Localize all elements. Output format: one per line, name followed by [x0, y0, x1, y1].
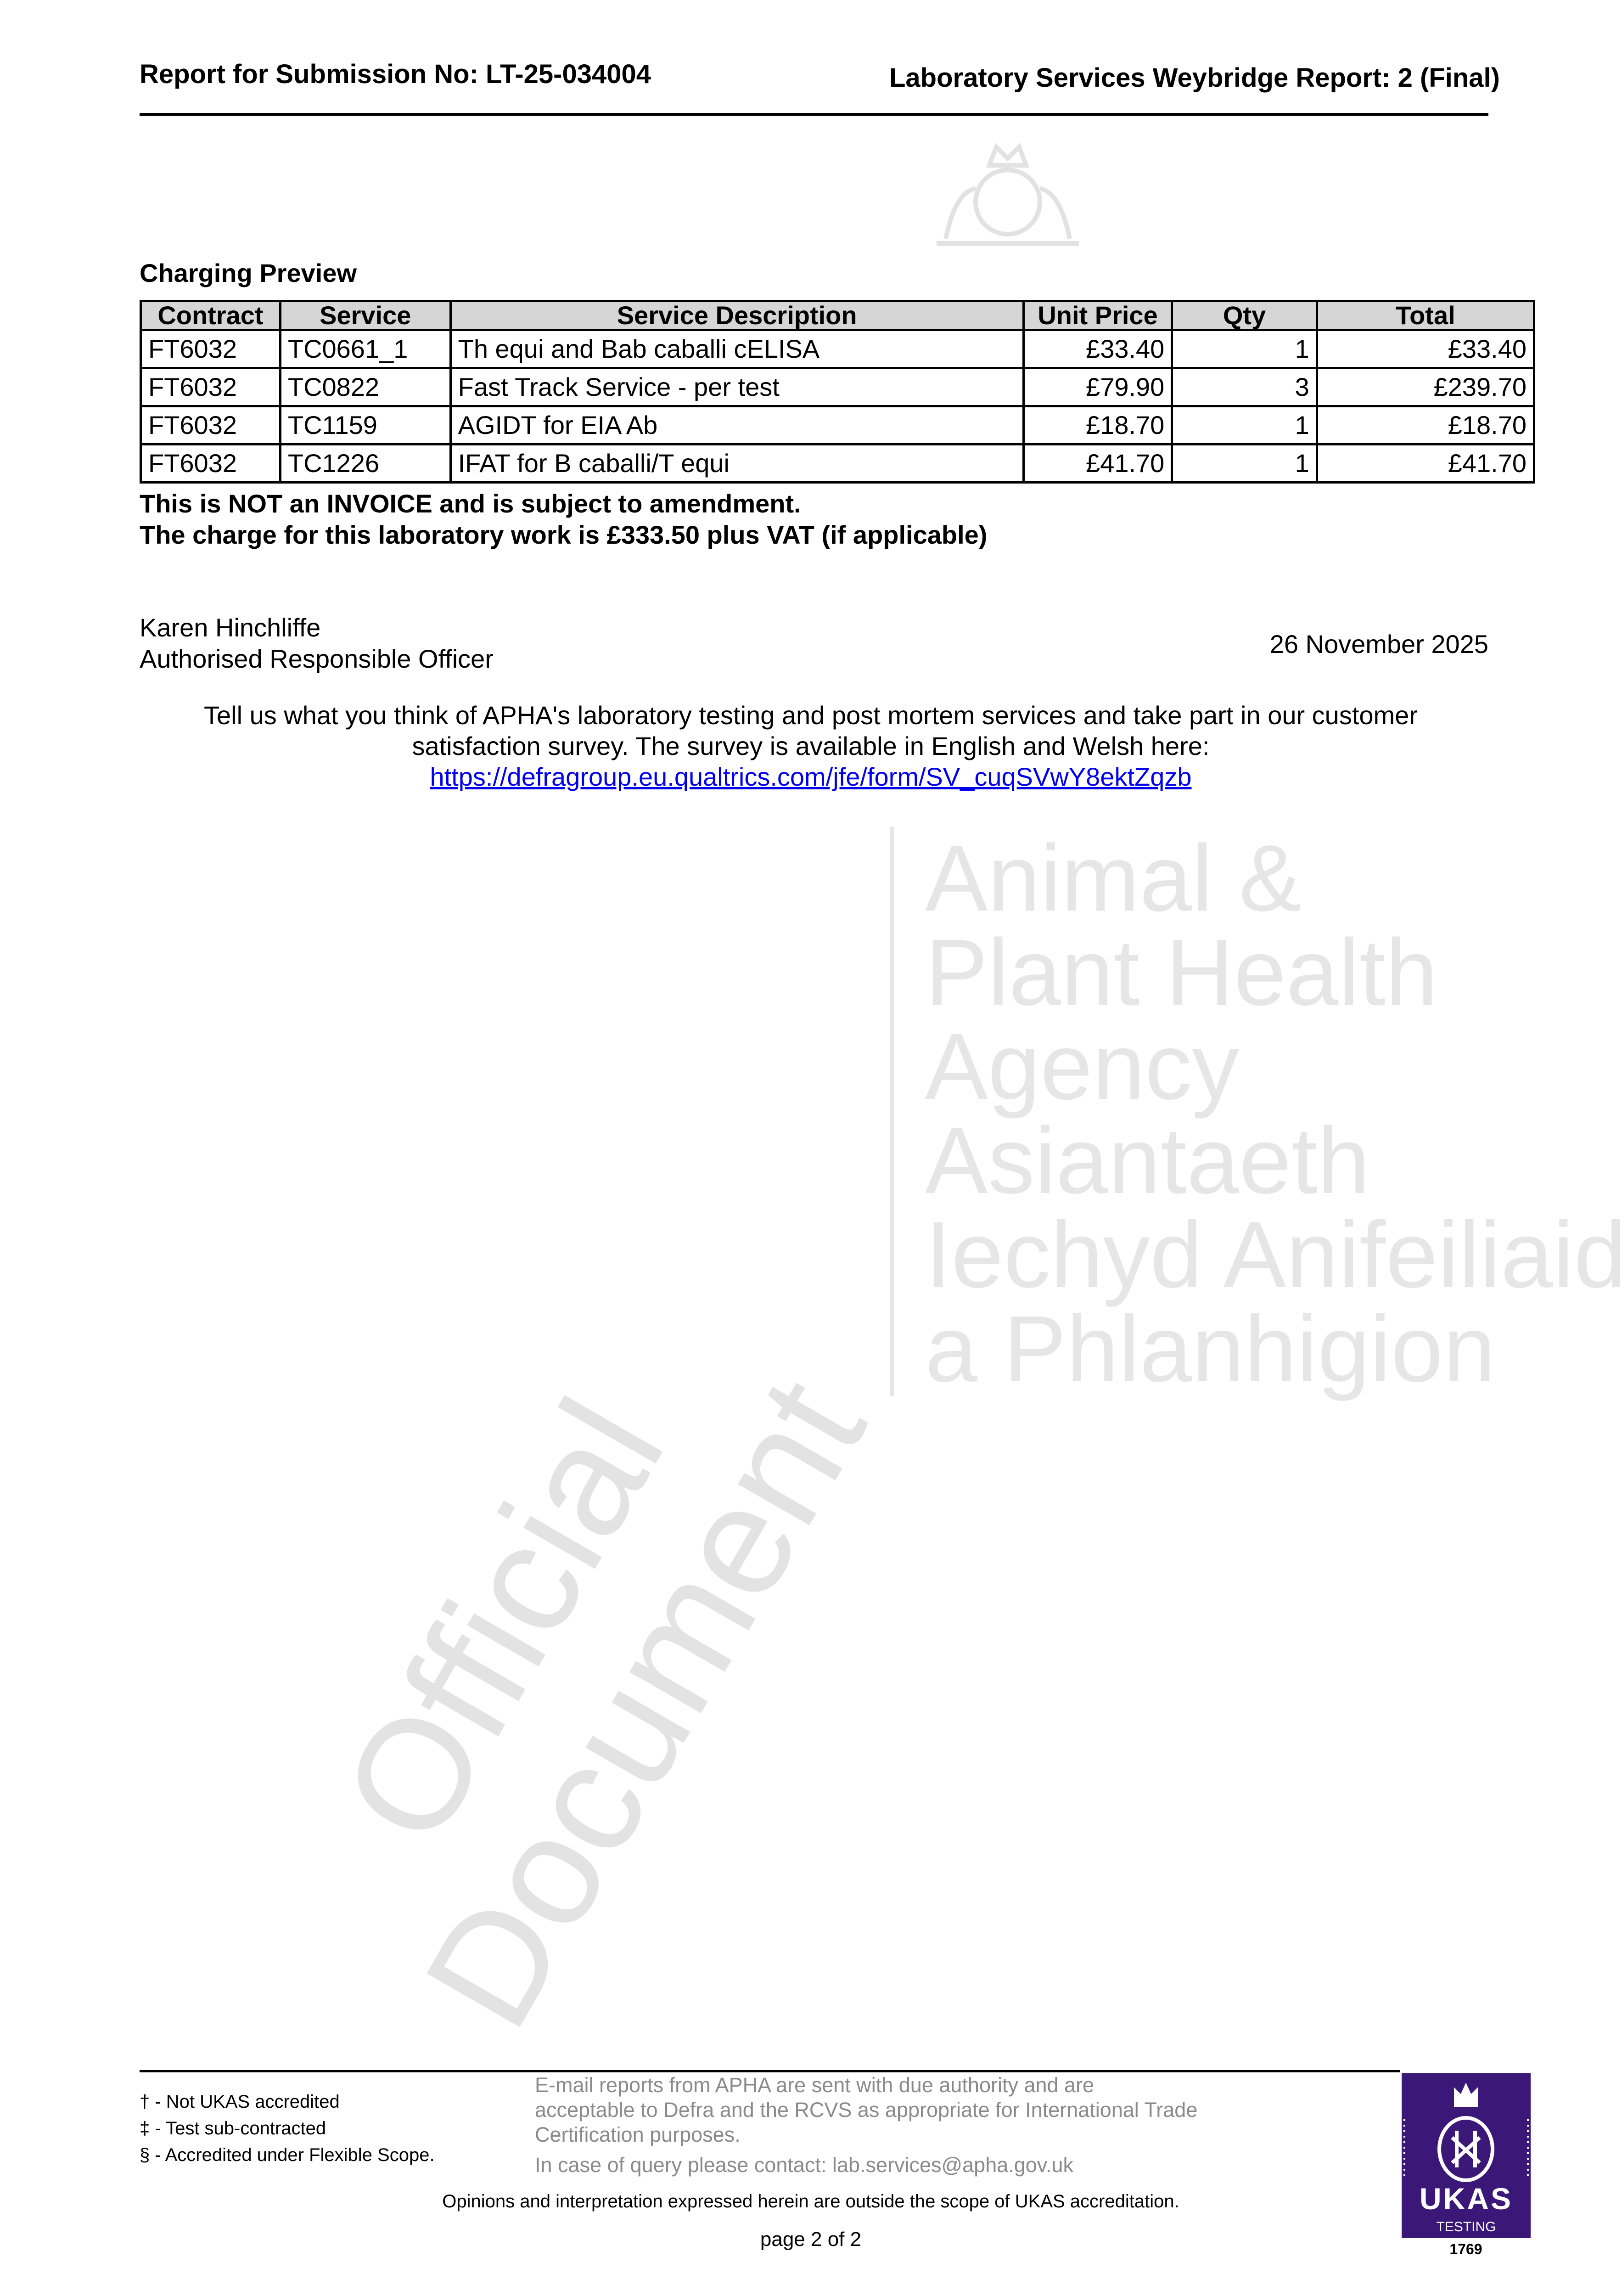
watermark-line: Asiantaeth	[925, 1108, 1370, 1213]
report-date: 26 November 2025	[1269, 630, 1488, 658]
email-note-line: acceptable to Defra and the RCVS as appr…	[535, 2098, 1198, 2122]
table-row: FT6032 TC0661_1 Th equi and Bab caballi …	[140, 329, 1536, 369]
footer-divider	[140, 2070, 1400, 2072]
qty-cell: 1	[1171, 443, 1318, 484]
col-unit-price: Unit Price	[1022, 300, 1173, 331]
official-document-watermark: Official Document	[254, 1272, 898, 2055]
total-cell: £33.40	[1315, 329, 1536, 369]
qty-cell: 3	[1171, 367, 1318, 407]
survey-line: satisfaction survey. The survey is avail…	[412, 732, 1210, 760]
email-note: E-mail reports from APHA are sent with d…	[535, 2073, 1197, 2178]
service-cell: TC1226	[279, 443, 452, 484]
officer-role: Authorised Responsible Officer	[140, 644, 494, 673]
footnote: ‡ - Test sub-contracted	[140, 2118, 326, 2138]
unit-price-cell: £79.90	[1022, 367, 1173, 407]
total-cell: £41.70	[1315, 443, 1536, 484]
charge-total-notice: The charge for this laboratory work is £…	[140, 520, 988, 549]
report-title: Laboratory Services Weybridge Report: 2 …	[889, 63, 1500, 93]
col-total: Total	[1315, 300, 1536, 331]
table-row: FT6032 TC1159 AGIDT for EIA Ab £18.70 1 …	[140, 405, 1536, 445]
unit-price-cell: £41.70	[1022, 443, 1173, 484]
watermark-line: Iechyd Anifeiliaid	[925, 1202, 1622, 1307]
table-row: FT6032 TC0822 Fast Track Service - per t…	[140, 367, 1536, 407]
ukas-testing: TESTING	[1436, 2219, 1496, 2234]
service-cell: TC1159	[279, 405, 452, 445]
not-invoice-notice: This is NOT an INVOICE and is subject to…	[140, 489, 801, 518]
opinions-note: Opinions and interpretation expressed he…	[442, 2191, 1179, 2212]
table-row: FT6032 TC1226 IFAT for B caballi/T equi …	[140, 443, 1536, 484]
submission-number: Report for Submission No: LT-25-034004	[140, 59, 651, 89]
unit-price-cell: £18.70	[1022, 405, 1173, 445]
footnote: † - Not UKAS accredited	[140, 2092, 340, 2112]
charging-preview-title: Charging Preview	[140, 259, 357, 287]
contact-line: In case of query please contact: lab.ser…	[535, 2153, 1074, 2177]
total-cell: £18.70	[1315, 405, 1536, 445]
qty-cell: 1	[1171, 405, 1318, 445]
watermark-line: a Phlanhigion	[925, 1296, 1496, 1401]
footnote: § - Accredited under Flexible Scope.	[140, 2145, 435, 2165]
description-cell: Th equi and Bab caballi cELISA	[449, 329, 1025, 369]
ukas-number: 1769	[1449, 2241, 1482, 2257]
survey-link[interactable]: https://defragroup.eu.qualtrics.com/jfe/…	[430, 762, 1192, 791]
qty-cell: 1	[1171, 329, 1318, 369]
ukas-crown-emblem-icon	[1403, 2082, 1529, 2182]
watermark-line: Plant Health	[925, 920, 1438, 1025]
table-header-row: Contract Service Service Description Uni…	[140, 300, 1536, 331]
watermark-line: Agency	[925, 1014, 1239, 1119]
email-note-line: E-mail reports from APHA are sent with d…	[535, 2073, 1094, 2097]
contract-cell: FT6032	[140, 405, 281, 445]
ukas-logo: UKAS TESTING	[1402, 2073, 1531, 2238]
service-cell: TC0661_1	[279, 329, 452, 369]
email-note-line: Certification purposes.	[535, 2123, 741, 2146]
col-service: Service	[279, 300, 452, 331]
description-cell: Fast Track Service - per test	[449, 367, 1025, 407]
watermark-divider	[890, 827, 894, 1396]
contract-cell: FT6032	[140, 367, 281, 407]
description-cell: IFAT for B caballi/T equi	[449, 443, 1025, 484]
col-qty: Qty	[1171, 300, 1318, 331]
col-contract: Contract	[140, 300, 281, 331]
page-number: page 2 of 2	[760, 2228, 862, 2251]
royal-crest-icon	[937, 142, 1079, 246]
col-description: Service Description	[449, 300, 1025, 331]
charging-table: Contract Service Service Description Uni…	[140, 300, 1536, 484]
contract-cell: FT6032	[140, 443, 281, 484]
ukas-name: UKAS	[1419, 2182, 1513, 2216]
footnotes: † - Not UKAS accredited ‡ - Test sub-con…	[140, 2088, 435, 2168]
survey-line: Tell us what you think of APHA's laborat…	[204, 701, 1418, 730]
header-divider	[140, 113, 1488, 116]
contract-cell: FT6032	[140, 329, 281, 369]
service-cell: TC0822	[279, 367, 452, 407]
watermark-line: Animal &	[925, 826, 1302, 931]
description-cell: AGIDT for EIA Ab	[449, 405, 1025, 445]
unit-price-cell: £33.40	[1022, 329, 1173, 369]
survey-text: Tell us what you think of APHA's laborat…	[204, 700, 1418, 792]
officer-name: Karen Hinchliffe	[140, 613, 321, 642]
total-cell: £239.70	[1315, 367, 1536, 407]
